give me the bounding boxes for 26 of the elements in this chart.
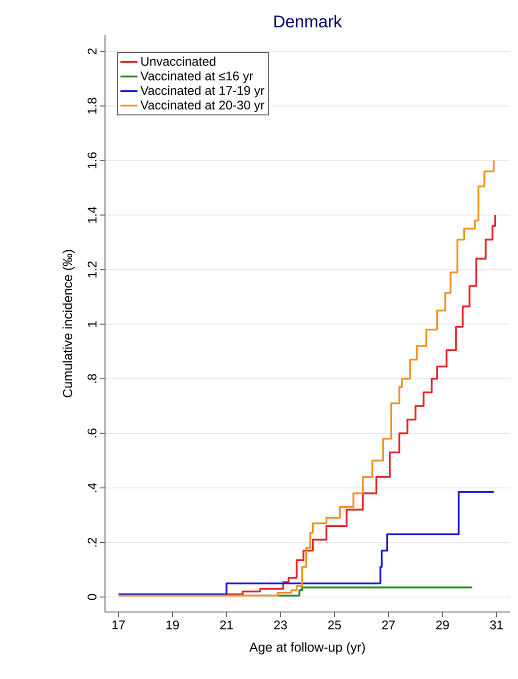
y-axis-title: Cumulative incidence (‰) [62, 250, 75, 398]
x-axis-title: Age at follow-up (yr) [249, 642, 365, 654]
y-tick-label: .4 [88, 483, 96, 492]
x-tick-label: 29 [436, 620, 449, 630]
y-tick-label: 0 [88, 594, 96, 600]
x-tick-label: 27 [382, 620, 395, 630]
x-tick-label: 23 [274, 620, 287, 630]
x-tick-label: 21 [220, 620, 233, 630]
y-tick-label: .6 [88, 428, 96, 438]
legend-label: Vaccinated at ≤16 yr [140, 71, 254, 83]
y-tick-label: .2 [88, 538, 96, 546]
x-tick-label: 19 [166, 620, 179, 630]
x-tick-label: 25 [328, 620, 341, 630]
y-tick-label: 1.4 [88, 206, 96, 223]
y-tick-label: 1 [88, 321, 96, 327]
legend-label: Vaccinated at 20-30 yr [140, 100, 264, 112]
chart-title: Denmark [274, 14, 342, 28]
y-tick-label: 1.6 [88, 152, 96, 168]
y-tick-label: .8 [88, 374, 96, 383]
x-tick-label: 31 [490, 620, 503, 630]
x-tick-label: 17 [112, 620, 125, 630]
y-tick-label: 1.8 [88, 98, 96, 114]
legend-label: Vaccinated at 17-19 yr [140, 86, 264, 98]
legend-label: Unvaccinated [141, 56, 216, 66]
y-tick-label: 1.2 [88, 262, 96, 278]
y-tick-label: 2 [88, 48, 96, 54]
